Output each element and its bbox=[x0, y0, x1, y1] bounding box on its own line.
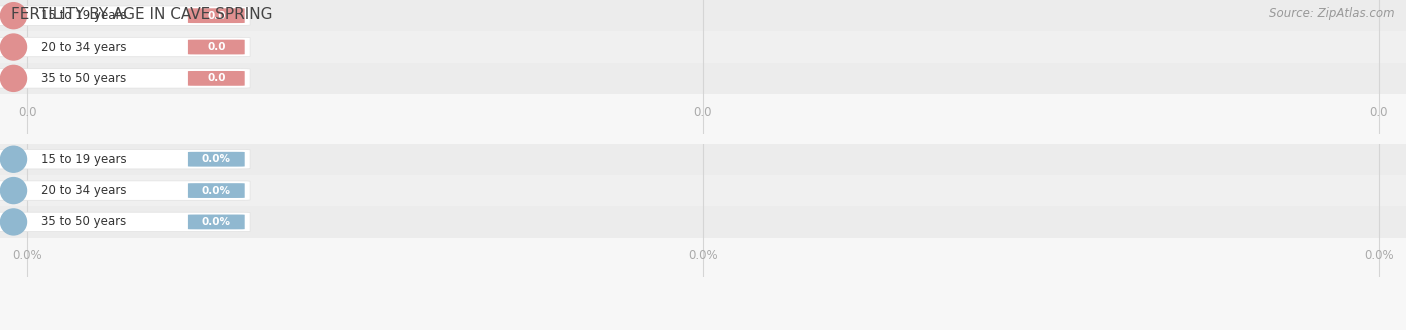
Text: 35 to 50 years: 35 to 50 years bbox=[41, 72, 125, 85]
Text: 0.0: 0.0 bbox=[693, 106, 713, 119]
Ellipse shape bbox=[0, 178, 27, 204]
Text: 20 to 34 years: 20 to 34 years bbox=[41, 184, 127, 197]
Text: 0.0%: 0.0% bbox=[202, 217, 231, 227]
Text: 0.0: 0.0 bbox=[1369, 106, 1388, 119]
FancyBboxPatch shape bbox=[188, 183, 245, 198]
FancyBboxPatch shape bbox=[0, 69, 250, 88]
FancyBboxPatch shape bbox=[0, 149, 250, 169]
Text: 0.0%: 0.0% bbox=[202, 154, 231, 164]
FancyBboxPatch shape bbox=[188, 152, 245, 167]
Text: 0.0: 0.0 bbox=[207, 11, 225, 21]
Text: 15 to 19 years: 15 to 19 years bbox=[41, 153, 127, 166]
Text: 0.0%: 0.0% bbox=[688, 249, 718, 262]
Text: Source: ZipAtlas.com: Source: ZipAtlas.com bbox=[1270, 7, 1395, 19]
Bar bbox=[0, 31, 1406, 63]
FancyBboxPatch shape bbox=[188, 40, 245, 54]
Text: 0.0: 0.0 bbox=[207, 73, 225, 83]
Ellipse shape bbox=[0, 65, 27, 91]
Ellipse shape bbox=[0, 209, 27, 235]
Ellipse shape bbox=[0, 146, 27, 172]
Bar bbox=[0, 63, 1406, 94]
Text: 0.0%: 0.0% bbox=[1364, 249, 1393, 262]
Bar bbox=[0, 0, 1406, 31]
FancyBboxPatch shape bbox=[188, 8, 245, 23]
Ellipse shape bbox=[0, 3, 27, 29]
Bar bbox=[0, 206, 1406, 238]
Bar bbox=[0, 175, 1406, 206]
FancyBboxPatch shape bbox=[0, 37, 250, 57]
Text: 0.0: 0.0 bbox=[207, 42, 225, 52]
FancyBboxPatch shape bbox=[0, 212, 250, 232]
Text: 0.0: 0.0 bbox=[18, 106, 37, 119]
Ellipse shape bbox=[0, 34, 27, 60]
FancyBboxPatch shape bbox=[188, 214, 245, 229]
Text: 0.0%: 0.0% bbox=[13, 249, 42, 262]
FancyBboxPatch shape bbox=[0, 6, 250, 25]
FancyBboxPatch shape bbox=[0, 181, 250, 200]
Text: 0.0%: 0.0% bbox=[202, 185, 231, 196]
Text: FERTILITY BY AGE IN CAVE SPRING: FERTILITY BY AGE IN CAVE SPRING bbox=[11, 7, 273, 21]
Text: 35 to 50 years: 35 to 50 years bbox=[41, 215, 125, 228]
Text: 15 to 19 years: 15 to 19 years bbox=[41, 9, 127, 22]
Text: 20 to 34 years: 20 to 34 years bbox=[41, 41, 127, 53]
Bar bbox=[0, 144, 1406, 175]
FancyBboxPatch shape bbox=[188, 71, 245, 86]
